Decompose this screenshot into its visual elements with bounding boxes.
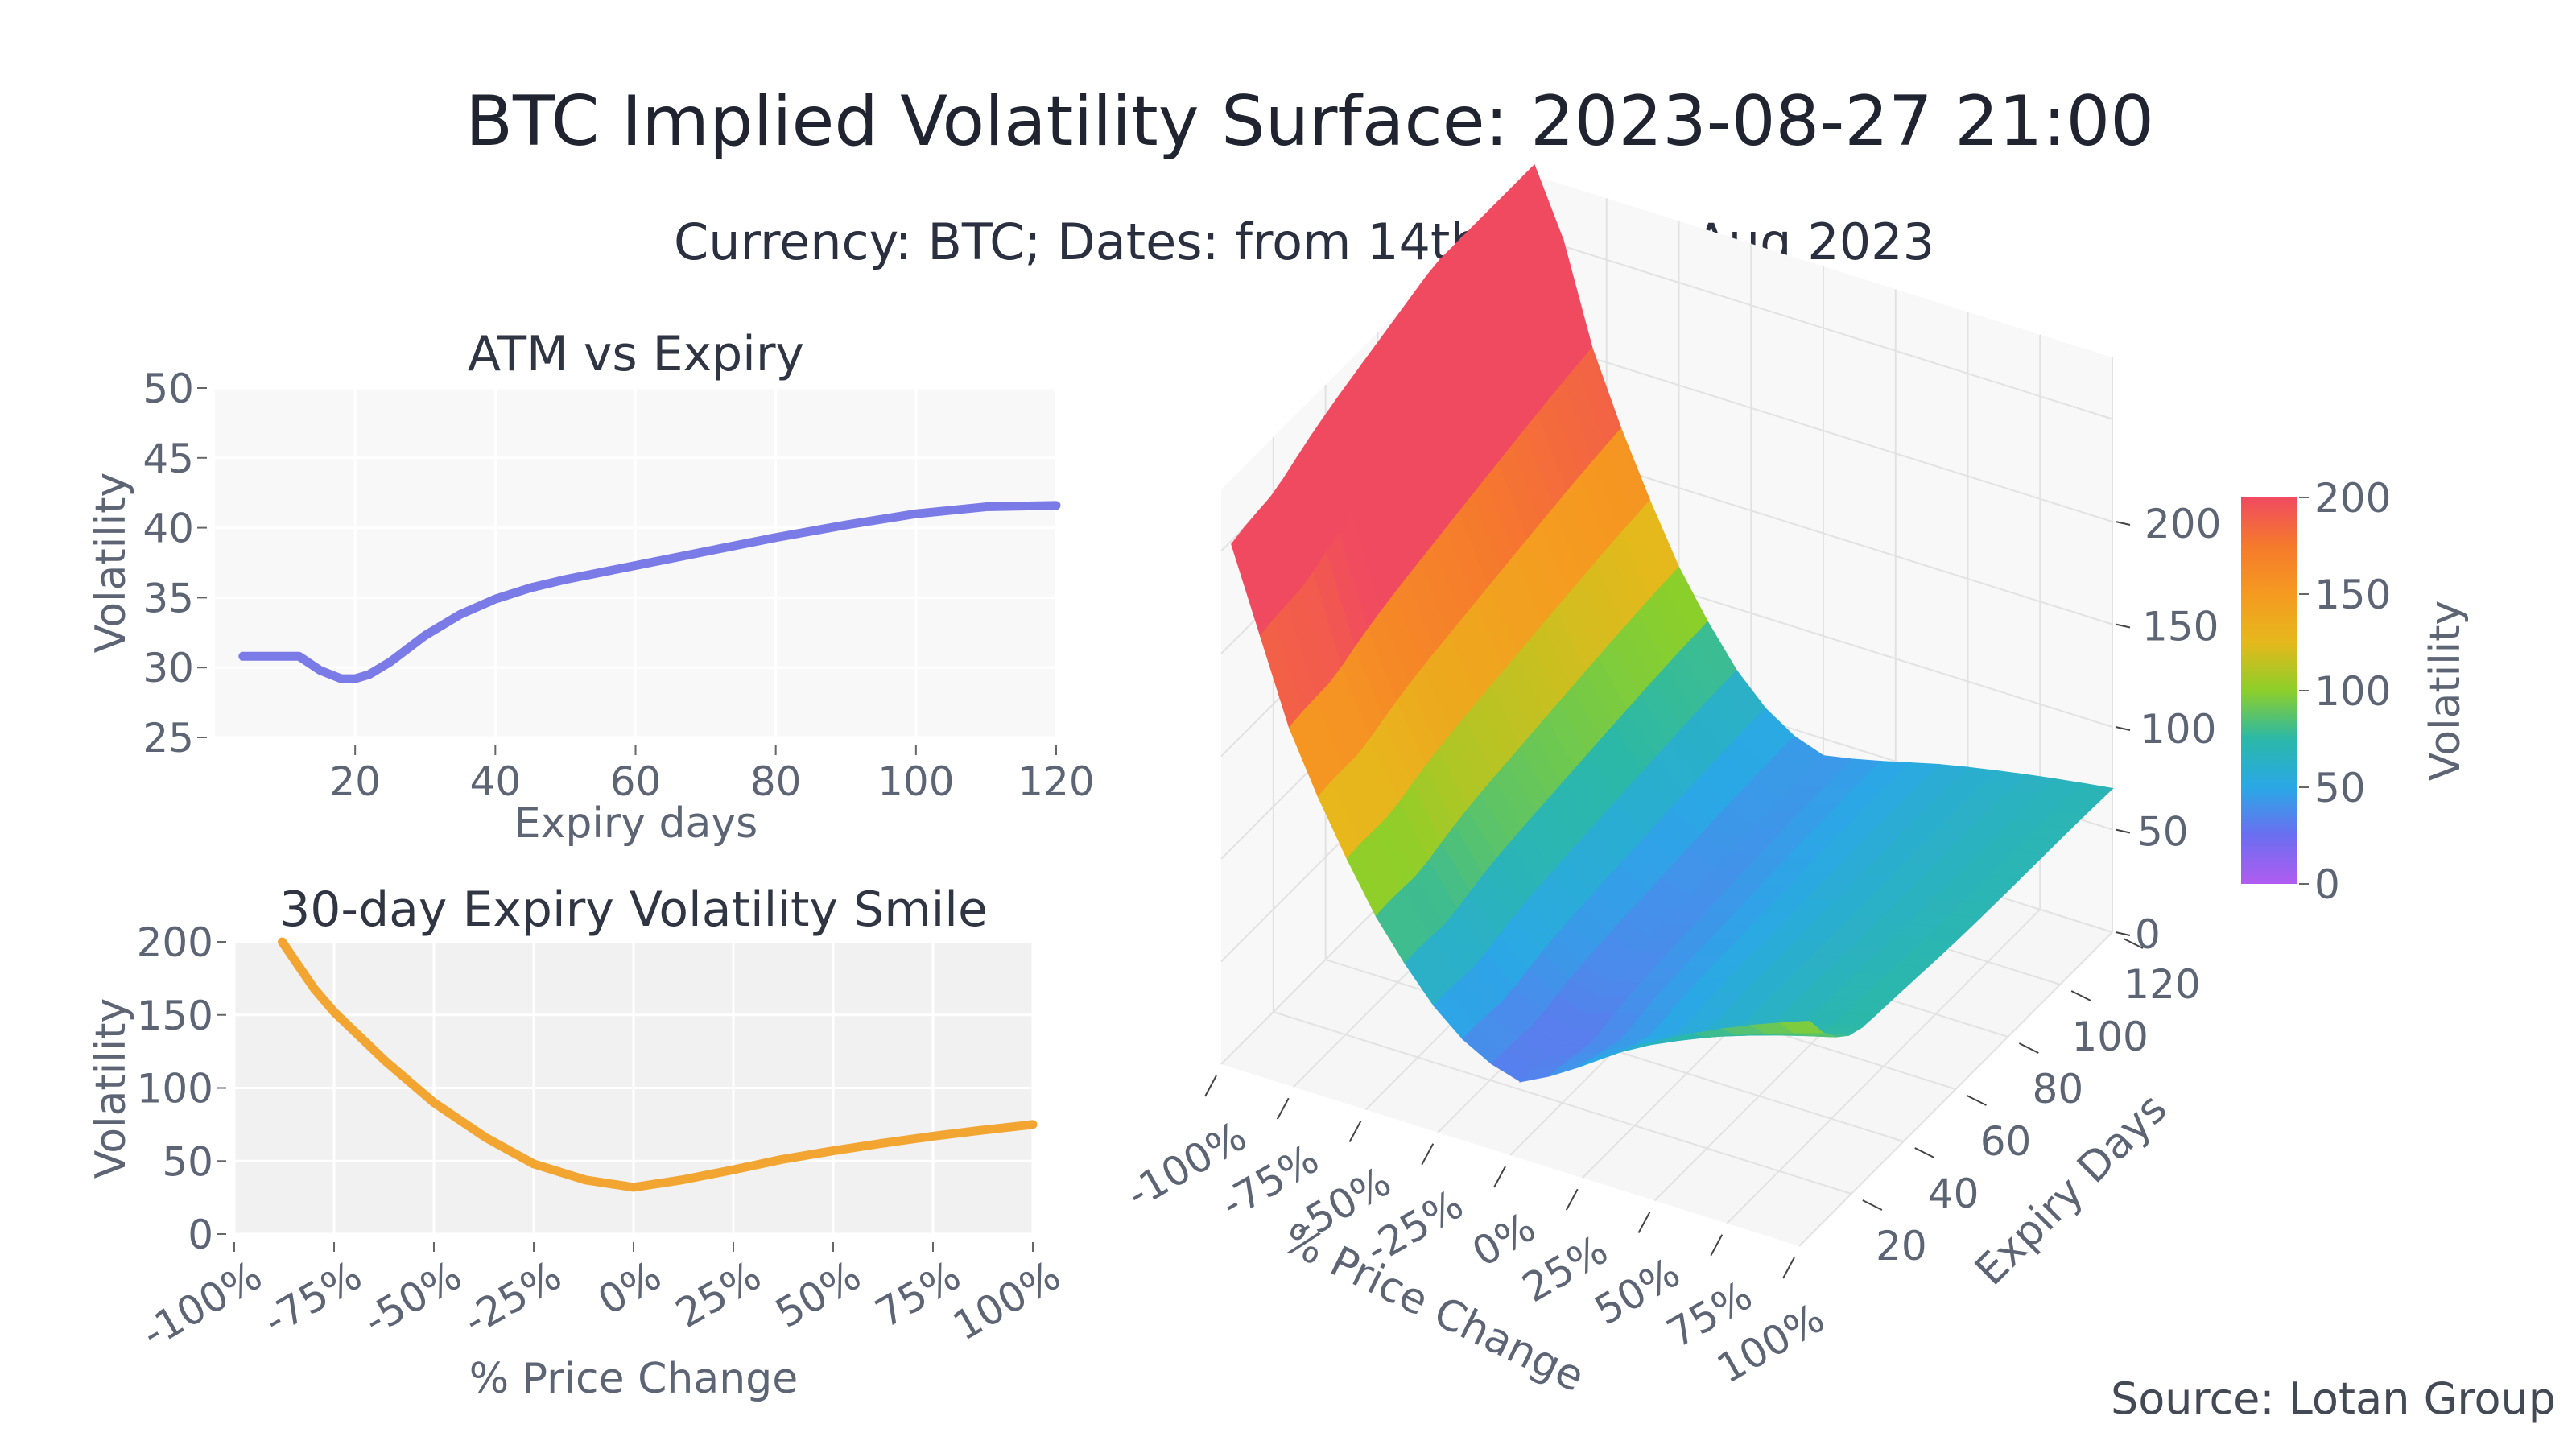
surface-x-tick-mark bbox=[1782, 1257, 1795, 1279]
atm-vs-expiry-chart: ATM vs Expiry Expiry days Volatility 20 4… bbox=[87, 326, 1095, 848]
surface-patch bbox=[1778, 1020, 1825, 1034]
atm-x-tick-label: 120 bbox=[1018, 758, 1094, 805]
atm-y-tick-label: 25 bbox=[142, 715, 194, 762]
surface-x-tick-mark bbox=[1565, 1188, 1579, 1211]
surface-x-tick-mark bbox=[1493, 1166, 1506, 1188]
smile-y-tick-label: 100 bbox=[137, 1066, 213, 1113]
smile-y-tick-label: 200 bbox=[137, 919, 213, 966]
surface-x-tick-mark bbox=[1348, 1121, 1362, 1142]
volatility-surface-3d[interactable]: % Price Change Expiry Days -100%-75%-50%… bbox=[1119, 163, 2222, 1402]
colorbar-gradient bbox=[2241, 497, 2297, 884]
smile-y-tick-label: 50 bbox=[162, 1138, 213, 1185]
atm-chart-title: ATM vs Expiry bbox=[468, 326, 804, 382]
smile-x-tick-label: -100% bbox=[134, 1252, 270, 1357]
surface-z-tick-label: 0 bbox=[2135, 911, 2161, 958]
surface-z-tick-mark bbox=[2115, 828, 2131, 834]
atm-x-tick-label: 40 bbox=[470, 758, 522, 805]
surface-z-tick-label: 200 bbox=[2145, 501, 2221, 547]
surface-y-tick-label: 60 bbox=[1980, 1118, 2032, 1165]
atm-series-line bbox=[238, 501, 1061, 683]
smile-x-tick-label: -25% bbox=[456, 1252, 569, 1344]
atm-y-tick-label: 50 bbox=[142, 365, 194, 412]
smile-x-tick-label: 50% bbox=[768, 1252, 869, 1337]
volatility-smile-chart: 30-day Expiry Volatility Smile % Price C… bbox=[87, 881, 1068, 1403]
smile-x-axis-label: % Price Change bbox=[469, 1355, 798, 1403]
surface-y-tick-label: 100 bbox=[2071, 1013, 2148, 1060]
surface-x-tick-mark bbox=[1421, 1143, 1435, 1166]
smile-series-line bbox=[278, 937, 1038, 1192]
smile-x-tick-label: -50% bbox=[356, 1252, 469, 1344]
atm-x-tick-label: 20 bbox=[329, 758, 381, 805]
smile-x-tick-label: 100% bbox=[945, 1252, 1068, 1350]
surface-y-tick-mark bbox=[1862, 1199, 1883, 1211]
smile-x-tick-label: 0% bbox=[590, 1252, 669, 1324]
surface-z-tick-mark bbox=[2115, 623, 2131, 629]
source-label: Source: Lotan Group bbox=[2111, 1373, 2556, 1424]
atm-x-tick-label: 100 bbox=[877, 758, 954, 805]
surface-y-tick-mark bbox=[1914, 1147, 1935, 1158]
smile-y-tick-label: 0 bbox=[188, 1212, 213, 1258]
atm-x-axis-label: Expiry days bbox=[514, 799, 758, 848]
surface-y-tick-mark bbox=[2018, 1042, 2039, 1054]
colorbar-tick-label: 200 bbox=[2314, 475, 2391, 522]
surface-gridline bbox=[1273, 1011, 1852, 1195]
surface-y-axis-label: Expiry Days bbox=[1966, 1084, 2176, 1294]
colorbar-tick-label: 150 bbox=[2314, 572, 2391, 618]
colorbar-tick-label: 100 bbox=[2314, 668, 2391, 715]
surface-x-tick-mark bbox=[1204, 1075, 1217, 1097]
smile-y-tick-label: 150 bbox=[137, 993, 213, 1039]
surface-y-tick-label: 80 bbox=[2033, 1066, 2084, 1113]
surface-y-tick-mark bbox=[2123, 938, 2144, 949]
surface-y-tick-label: 40 bbox=[1928, 1170, 1979, 1217]
colorbar-tick-label: 0 bbox=[2314, 861, 2340, 908]
colorbar-tick-label: 50 bbox=[2314, 765, 2366, 811]
surface-gridline bbox=[1534, 339, 2113, 522]
smile-x-tick-label: -75% bbox=[256, 1252, 369, 1344]
figure-title: BTC Implied Volatility Surface: 2023-08-… bbox=[465, 81, 2154, 162]
surface-y-tick-mark bbox=[1967, 1095, 1987, 1106]
surface-y-tick-label: 20 bbox=[1876, 1223, 1927, 1269]
surface-x-tick-mark bbox=[1276, 1097, 1290, 1120]
surface-z-tick-label: 100 bbox=[2140, 706, 2216, 753]
atm-y-tick-label: 35 bbox=[142, 575, 194, 621]
surface-x-tick-mark bbox=[1637, 1212, 1651, 1233]
colorbar-title: Volatility bbox=[2421, 601, 2470, 782]
atm-y-tick-label: 40 bbox=[142, 506, 194, 552]
surface-z-tick-mark bbox=[2115, 521, 2131, 526]
surface-z-tick-label: 50 bbox=[2137, 809, 2189, 856]
surface-gridline bbox=[1534, 236, 2113, 420]
smile-chart-title: 30-day Expiry Volatility Smile bbox=[279, 881, 988, 938]
smile-y-axis-label: Volatility bbox=[87, 998, 135, 1179]
surface-z-tick-mark bbox=[2115, 726, 2131, 731]
atm-x-tick-label: 60 bbox=[610, 758, 662, 805]
surface-x-tick-mark bbox=[1710, 1234, 1724, 1257]
surface-z-tick-mark bbox=[2115, 931, 2131, 936]
atm-y-axis-label: Volatility bbox=[87, 473, 135, 654]
atm-x-tick-label: 80 bbox=[750, 758, 802, 805]
colorbar: Volatility 0 50 100 150 200 bbox=[2241, 475, 2470, 908]
smile-x-tick-label: 25% bbox=[668, 1252, 769, 1337]
surface-z-tick-label: 150 bbox=[2142, 604, 2219, 650]
atm-y-tick-label: 45 bbox=[142, 436, 194, 482]
surface-y-tick-label: 120 bbox=[2124, 961, 2200, 1008]
atm-y-tick-label: 30 bbox=[142, 645, 194, 691]
surface-y-tick-mark bbox=[2070, 990, 2091, 1001]
